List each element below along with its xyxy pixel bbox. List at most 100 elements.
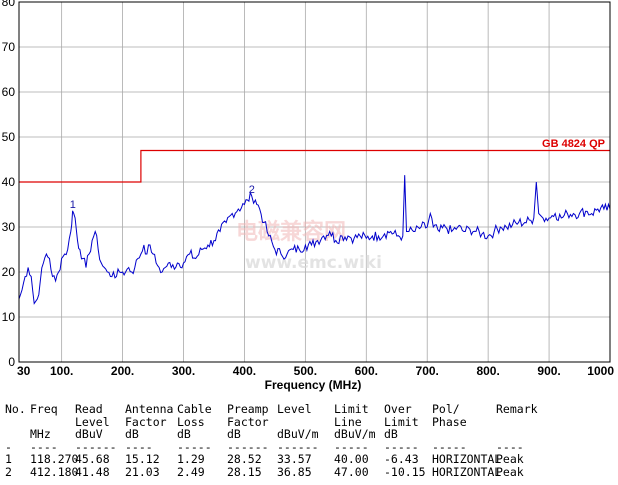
table-cell: 41.48 bbox=[75, 464, 110, 479]
emission-chart: 0 10 20 30 40 50 60 70 80 30 100. 200. 300. 400. 500.… bbox=[2, 0, 615, 392]
marker-label: 2 bbox=[249, 184, 255, 196]
table-cell: Level bbox=[75, 414, 110, 429]
table-cell: Pol/ bbox=[432, 402, 460, 416]
table-cell: dBuV/m bbox=[277, 427, 319, 441]
table-cell: Preamp bbox=[227, 402, 269, 416]
series-line bbox=[18, 175, 611, 305]
table-cell: 15.12 bbox=[125, 452, 160, 466]
table-cell: 40.00 bbox=[334, 452, 369, 466]
table-cell: HORIZONTAL bbox=[432, 464, 502, 479]
marker-label: 1 bbox=[70, 199, 76, 211]
table-cell: 1 bbox=[5, 452, 12, 466]
table-row: 2 412.180 41.48 21.03 2.49 28.15 36.85 47.00 -10… bbox=[5, 464, 536, 479]
table-cell: dBuV bbox=[75, 427, 103, 441]
table-cell: ------ bbox=[227, 439, 269, 454]
results-table: No. Freq Read Antenna Cable Preamp Level Limit O… bbox=[5, 402, 538, 479]
table-cell: Peak bbox=[496, 452, 524, 466]
x-axis-title: Frequency (MHz) bbox=[265, 378, 362, 392]
table-cell bbox=[496, 428, 536, 441]
table-cell: Line bbox=[334, 414, 362, 429]
y-tick-label: 50 bbox=[2, 130, 16, 144]
table-cell: -6.43 bbox=[384, 452, 419, 466]
table-cell: HORIZONTAL bbox=[432, 452, 502, 466]
table-header-row: Level Factor Loss Factor Line Limit Phase bbox=[5, 414, 536, 429]
y-tick-label: 30 bbox=[2, 220, 16, 234]
table-cell: dB bbox=[177, 427, 191, 441]
table-cell: 412.180 bbox=[30, 464, 79, 479]
table-cell: 1.29 bbox=[177, 452, 205, 466]
table-cell: ----- bbox=[384, 439, 419, 454]
table-cell: MHz bbox=[30, 427, 51, 441]
table-cell: - bbox=[5, 439, 12, 454]
table-cell: ----- bbox=[432, 439, 467, 454]
x-tick-label: 1000 bbox=[587, 364, 614, 378]
x-tick-label: 800. bbox=[476, 364, 499, 378]
table-header-row: No. Freq Read Antenna Cable Preamp Level Limit O… bbox=[5, 402, 538, 416]
y-tick-label: 10 bbox=[2, 310, 16, 324]
table-cell: Over bbox=[384, 402, 412, 416]
table-cell: Read bbox=[75, 402, 103, 416]
table-cell: Factor bbox=[227, 414, 269, 429]
table-cell: ------ bbox=[277, 439, 319, 454]
table-cell: ----- bbox=[334, 439, 369, 454]
table-cell: 2 bbox=[5, 464, 12, 479]
x-tick-label: 100. bbox=[50, 364, 73, 378]
x-tick-label: 200. bbox=[111, 364, 134, 378]
table-cell: 45.68 bbox=[75, 452, 110, 466]
table-cell: Antenna bbox=[125, 402, 174, 416]
x-tick-label: 500. bbox=[294, 364, 317, 378]
watermark-cn: 电磁兼容网 bbox=[236, 219, 346, 245]
table-cell: 28.15 bbox=[227, 464, 262, 479]
x-tick-label: 400. bbox=[233, 364, 256, 378]
grid-lines bbox=[19, 2, 610, 362]
table-cell bbox=[5, 416, 30, 429]
table-cell: Phase bbox=[432, 414, 467, 429]
y-tick-label: 40 bbox=[2, 175, 16, 189]
table-cell: dB bbox=[125, 427, 139, 441]
table-cell: ------ bbox=[75, 439, 117, 454]
table-cell: ---- bbox=[496, 439, 524, 454]
table-header-row: - ---- ------ ---- ----- ------ ------ ----- ---… bbox=[5, 439, 536, 454]
table-cell: Factor bbox=[125, 414, 167, 429]
table-cell bbox=[432, 428, 496, 441]
table-cell bbox=[5, 428, 30, 441]
table-cell: Level bbox=[277, 402, 312, 416]
table-cell: No. bbox=[5, 402, 26, 416]
table-cell: 36.85 bbox=[277, 464, 312, 479]
y-tick-label: 70 bbox=[2, 40, 16, 54]
table-cell: Limit bbox=[334, 402, 369, 416]
table-cell: 21.03 bbox=[125, 464, 160, 479]
x-tick-label: 30 bbox=[17, 364, 31, 378]
table-cell: Loss bbox=[177, 414, 205, 429]
table-cell: ---- bbox=[125, 439, 153, 454]
table-cell: Freq bbox=[30, 402, 58, 416]
y-tick-label: 20 bbox=[2, 265, 16, 279]
table-cell: -10.15 bbox=[384, 464, 426, 479]
table-cell: Cable bbox=[177, 402, 212, 416]
table-cell: dBuV/m bbox=[334, 427, 376, 441]
x-tick-labels: 30 100. 200. 300. 400. 500. 600. 700. 800. 900. 10… bbox=[17, 364, 614, 378]
table-cell: Peak bbox=[496, 464, 524, 479]
table-cell: Remark bbox=[496, 402, 538, 416]
table-cell: 2.49 bbox=[177, 464, 205, 479]
table-cell: dB bbox=[384, 427, 398, 441]
y-tick-label: 80 bbox=[2, 0, 16, 9]
table-cell: ----- bbox=[177, 439, 212, 454]
markers: 12 bbox=[70, 184, 255, 211]
table-cell: 118.270 bbox=[30, 452, 79, 466]
y-tick-labels: 0 10 20 30 40 50 60 70 80 bbox=[2, 0, 16, 369]
x-tick-label: 300. bbox=[172, 364, 195, 378]
y-tick-label: 60 bbox=[2, 85, 16, 99]
limit-label: GB 4824 QP bbox=[542, 138, 605, 150]
table-cell: 28.52 bbox=[227, 452, 262, 466]
table-cell: Limit bbox=[384, 414, 419, 429]
table-cell: 47.00 bbox=[334, 464, 369, 479]
x-tick-label: 900. bbox=[537, 364, 560, 378]
table-cell: 33.57 bbox=[277, 452, 312, 466]
table-header-row: MHz dBuV dB dB dB dBuV/m dBuV/m dB bbox=[5, 428, 536, 441]
table-cell bbox=[496, 416, 536, 429]
x-tick-label: 600. bbox=[355, 364, 378, 378]
y-tick-label: 0 bbox=[8, 355, 15, 369]
table-row: 1 118.270 45.68 15.12 1.29 28.52 33.57 40.00 -6.… bbox=[5, 453, 536, 466]
table-cell: dB bbox=[227, 427, 241, 441]
